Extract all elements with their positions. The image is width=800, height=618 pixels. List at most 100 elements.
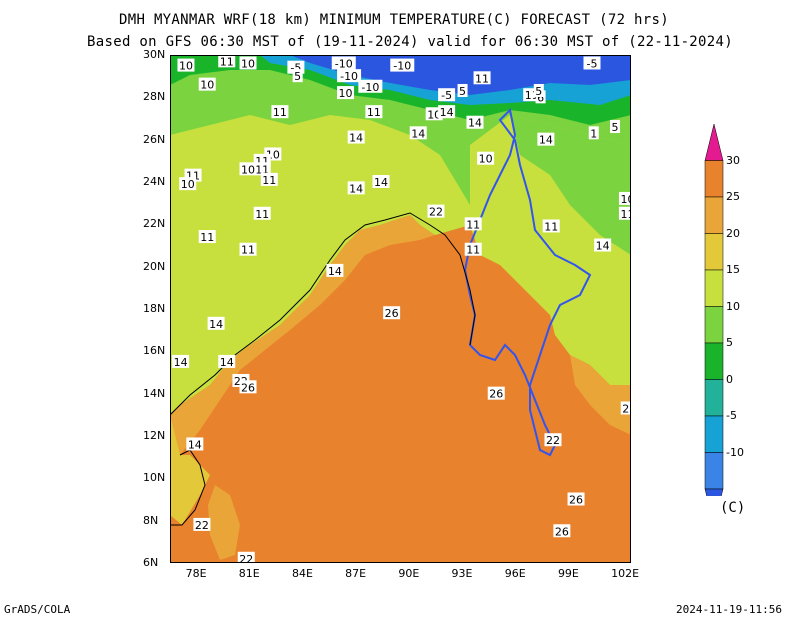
longitude-label: 84E <box>291 567 313 580</box>
contour-label-box <box>438 105 456 119</box>
contour-label-box <box>177 58 195 72</box>
contour-label-box <box>487 386 505 400</box>
contour-label-box <box>533 83 544 97</box>
contour-label: 26 <box>569 494 583 507</box>
contour-label: -5 <box>290 62 301 75</box>
contour-label-box <box>186 437 204 451</box>
colorbar-segment <box>704 269 724 307</box>
colorbar-segment <box>704 452 724 490</box>
contour-label: 10 <box>179 60 193 73</box>
contour-label-box <box>618 191 631 205</box>
colorbar-tick-label: 30 <box>726 153 740 167</box>
colorbar-segment <box>704 233 724 271</box>
longitude-label: 78E <box>185 567 207 580</box>
contour-label-box <box>239 162 257 176</box>
contour-label-box <box>253 206 271 220</box>
contour-label: 14 <box>411 127 425 140</box>
contour-label: 10 <box>479 153 493 166</box>
grid-lines <box>170 55 631 563</box>
contour-label: 5 <box>612 121 619 134</box>
contour-label: -10 <box>361 81 379 94</box>
contour-label-box <box>553 524 571 538</box>
contour-label-box <box>347 130 365 144</box>
colorbar-segment <box>704 124 724 161</box>
latitude-label: 12N <box>143 429 166 442</box>
contour-label-box <box>477 151 495 165</box>
latitude-label: 28N <box>143 90 166 104</box>
latitude-label: 20N <box>143 259 166 273</box>
contour-label-box <box>567 492 585 506</box>
contour-label: 11 <box>255 208 269 221</box>
contour-label-box <box>588 126 599 140</box>
contour-label: 5 <box>294 70 301 83</box>
contour-label: 14 <box>440 106 454 119</box>
contour-label-box <box>427 204 445 218</box>
contour-label-box <box>358 79 383 93</box>
latitude-label: 8N <box>143 513 159 527</box>
contour-label-box <box>473 71 491 85</box>
contour-label-box <box>620 401 631 415</box>
contour-label-box <box>594 238 612 252</box>
colorbar-tick-label: 15 <box>726 263 740 276</box>
contour-label-box <box>239 56 257 70</box>
contour-label: 10 <box>241 163 255 176</box>
contour-label-box <box>198 230 216 244</box>
contour-label-box <box>409 126 427 140</box>
contour-label-box <box>179 177 197 191</box>
contour-label: 1 <box>590 127 597 140</box>
contour-label-box <box>260 172 278 186</box>
longitude-label: 87E <box>345 567 367 580</box>
contour-label-box <box>337 86 355 100</box>
longitude-label: 90E <box>398 567 420 580</box>
contour-label: 26 <box>241 381 255 394</box>
colorbar-segment <box>704 306 724 344</box>
contour-label-box <box>544 433 562 447</box>
contour-label: 10 <box>620 193 631 206</box>
latitude-label: 18N <box>143 302 166 315</box>
contour-label: 14 <box>468 117 482 130</box>
longitude-label: 96E <box>504 567 526 580</box>
chart-title-line2: Based on GFS 06:30 MST of (19-11-2024) v… <box>87 34 733 50</box>
colorbar-unit: (C) <box>720 500 746 516</box>
colorbar <box>704 124 724 496</box>
contour-label: 10 <box>200 79 214 92</box>
longitude-label: 102E <box>611 567 640 580</box>
contour-label: 10 <box>339 87 353 100</box>
latitude-label: 24N <box>143 175 166 188</box>
contour-label: 11 <box>367 106 381 119</box>
contour-label-box <box>292 69 303 83</box>
contour-label-box <box>347 181 365 195</box>
contour-label: 14 <box>209 318 223 331</box>
contour-label: 22 <box>239 553 253 563</box>
contour-label-box <box>172 354 190 368</box>
contour-label: 14 <box>596 240 610 253</box>
colorbar-segment <box>704 342 724 380</box>
contour-label-box <box>365 105 383 119</box>
colorbar-segment <box>704 488 724 496</box>
contour-label: 10 <box>241 57 255 70</box>
colorbar-segment <box>704 196 724 234</box>
contour-label: 11 <box>466 218 480 231</box>
colorbar-segment <box>704 415 724 453</box>
footer-timestamp: 2024-11-19-11:56 <box>676 603 782 616</box>
contour-label: 11 <box>466 244 480 257</box>
contour-label-box <box>218 55 236 68</box>
contour-label: 22 <box>429 206 443 219</box>
contour-label-box <box>464 217 482 231</box>
colorbar-tick-label: 5 <box>726 336 733 349</box>
contour-label: 26 <box>489 388 503 401</box>
contour-label: 14 <box>539 134 553 147</box>
latitude-label: 10N <box>143 471 166 485</box>
contour-label: 10 <box>427 108 441 121</box>
colorbar-tick-label: 0 <box>726 372 733 386</box>
contour-label: 11 <box>544 220 558 233</box>
contour-label: 14 <box>374 176 388 189</box>
contour-label-box <box>326 263 344 277</box>
contour-label-box <box>198 77 216 91</box>
contour-label: 14 <box>220 356 234 369</box>
contour-label: -5 <box>441 89 452 102</box>
contour-label-box <box>207 316 225 330</box>
contour-label: 26 <box>555 525 569 538</box>
